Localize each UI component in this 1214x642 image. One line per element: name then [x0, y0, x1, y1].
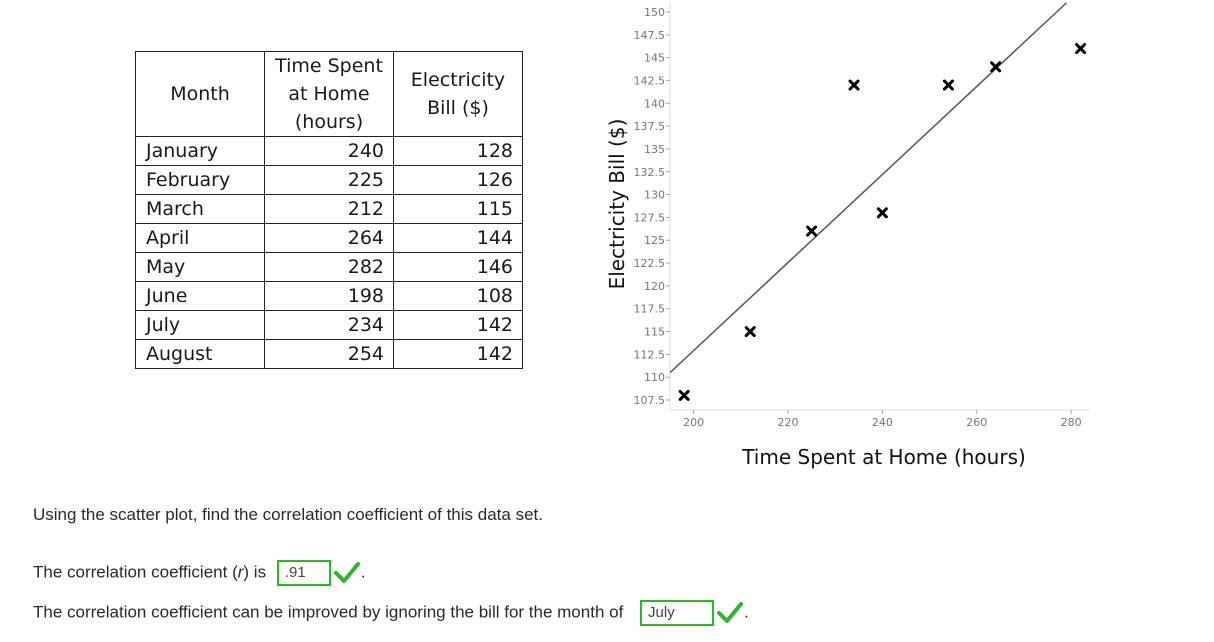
y-tick-label: 120: [644, 280, 665, 293]
y-tick-label: 117.5: [634, 303, 666, 316]
table-row: January 240 128: [135, 136, 523, 166]
table-row: June 198 108: [135, 281, 523, 311]
bill-cell: 108: [393, 281, 523, 311]
table-row: July 234 142: [135, 310, 523, 340]
y-tick-label: 147.5: [634, 29, 666, 42]
month-cell: March: [135, 194, 265, 224]
y-tick-label: 150: [644, 6, 665, 19]
month-cell: June: [135, 281, 265, 311]
bill-cell: 142: [393, 339, 523, 369]
y-axis-title: Electricity Bill ($): [605, 119, 629, 290]
y-tick-label: 142.5: [634, 74, 666, 87]
bill-cell: 142: [393, 310, 523, 340]
data-point: [848, 79, 860, 91]
header-month: Month: [135, 51, 265, 137]
y-tick-label: 110: [644, 371, 665, 384]
bill-cell: 126: [393, 165, 523, 195]
time-cell: 234: [264, 310, 394, 340]
data-point: [1075, 43, 1087, 55]
bill-cell: 115: [393, 194, 523, 224]
checkmark-icon: [333, 562, 360, 583]
data-point: [876, 207, 888, 219]
y-tick-label: 112.5: [634, 348, 666, 361]
y-tick-label: 137.5: [634, 120, 666, 133]
checkmark-icon: [717, 602, 744, 623]
line2-suffix: .: [744, 602, 749, 622]
x-tick-label: 200: [683, 416, 704, 429]
header-bill: Electricity Bill ($): [393, 51, 523, 137]
scatter-chart: 107.5 110 112.5 115 117.5 120 122.5 125 127.5 130…: [605, 2, 1090, 469]
y-tick-label: 122.5: [634, 257, 666, 270]
bill-cell: 128: [393, 136, 523, 166]
time-cell: 240: [264, 136, 394, 166]
y-tick-label: 130: [644, 189, 665, 202]
x-tick-label: 280: [1061, 416, 1082, 429]
table-row: August 254 142: [135, 339, 523, 369]
data-point: [678, 389, 690, 401]
month-answer-input[interactable]: July: [640, 600, 715, 626]
y-tick-label: 145: [644, 52, 665, 65]
time-cell: 225: [264, 165, 394, 195]
question-line-2: The correlation coefficient can be impro…: [33, 600, 749, 626]
table-row: May 282 146: [135, 252, 523, 282]
table-row: March 212 115: [135, 194, 523, 224]
y-tick-label: 132.5: [634, 166, 666, 179]
table-row: February 225 126: [135, 165, 523, 195]
month-cell: May: [135, 252, 265, 282]
x-axis-title: Time Spent at Home (hours): [741, 445, 1026, 469]
data-table: Month Time Spent at Home (hours) Electrici…: [135, 51, 523, 369]
line1-variable: r: [237, 562, 244, 582]
question-prompt: Using the scatter plot, find the correla…: [33, 505, 543, 524]
data-point: [942, 79, 954, 91]
line1-prefix: The correlation coefficient (: [33, 562, 238, 582]
month-cell: January: [135, 136, 265, 166]
y-tick-label: 135: [644, 143, 665, 156]
x-tick-label: 220: [777, 416, 798, 429]
y-tick-label: 115: [644, 326, 665, 339]
y-tick-label: 127.5: [634, 211, 666, 224]
bill-cell: 144: [393, 223, 523, 253]
x-tick-label: 240: [872, 416, 893, 429]
data-point: [990, 61, 1002, 73]
line2-prefix: The correlation coefficient can be impro…: [33, 602, 624, 622]
header-time: Time Spent at Home (hours): [264, 51, 394, 137]
trend-line: [670, 2, 1067, 374]
data-point: [744, 326, 756, 338]
table-row: April 264 144: [135, 223, 523, 253]
data-point: [806, 225, 818, 237]
time-cell: 254: [264, 339, 394, 369]
time-cell: 198: [264, 281, 394, 311]
month-cell: August: [135, 339, 265, 369]
month-cell: July: [135, 310, 265, 340]
question-line-1: The correlation coefficient (r) is .91.: [33, 560, 366, 586]
line1-suffix: .: [360, 562, 366, 582]
correlation-answer-input[interactable]: .91: [276, 560, 331, 586]
table-header-row: Month Time Spent at Home (hours) Electrici…: [135, 51, 523, 137]
line1-mid: ) is: [243, 562, 267, 582]
y-tick-label: 125: [644, 234, 665, 247]
bill-cell: 146: [393, 252, 523, 282]
time-cell: 282: [264, 252, 394, 282]
month-cell: April: [135, 223, 265, 253]
time-cell: 212: [264, 194, 394, 224]
month-cell: February: [135, 165, 265, 195]
x-tick-label: 260: [966, 416, 987, 429]
y-tick-label: 107.5: [634, 394, 666, 407]
time-cell: 264: [264, 223, 394, 253]
y-tick-label: 140: [644, 97, 665, 110]
